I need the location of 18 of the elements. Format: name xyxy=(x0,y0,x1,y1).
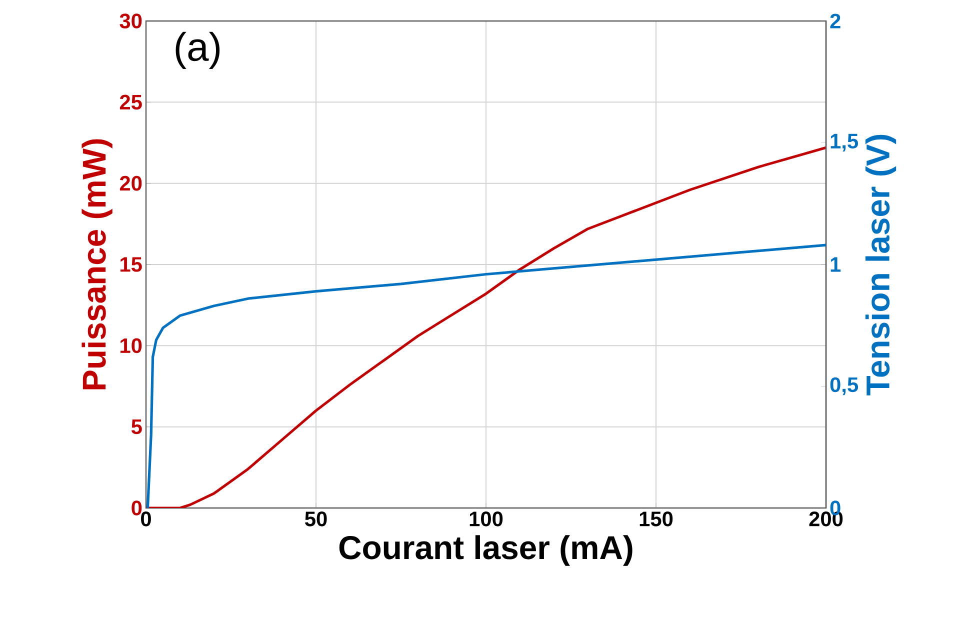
y2-axis-title: Tension laser (V) xyxy=(865,134,896,396)
y2-tick-label: 2 xyxy=(830,14,840,28)
y-tick-label: 15 xyxy=(120,257,142,272)
annotation: (a) xyxy=(176,32,220,69)
y2-tick-label: 1,5 xyxy=(830,134,858,152)
x-tick-label: 50 xyxy=(305,512,327,526)
x-tick-label: 100 xyxy=(470,512,503,526)
y-tick-label: 5 xyxy=(131,420,142,434)
y-tick-label: 20 xyxy=(120,176,142,191)
y-tick-label: 30 xyxy=(120,14,142,28)
y-tick-label: 0 xyxy=(132,500,142,516)
x-axis-title: Courant laser (mA) xyxy=(339,535,632,566)
y2-tick-label: 1 xyxy=(830,257,841,272)
y-tick-label: 10 xyxy=(120,338,142,354)
y2-tick-label: 0,5 xyxy=(830,377,858,396)
x-tick-label: 150 xyxy=(640,512,673,526)
y-tick-label: 25 xyxy=(120,94,142,110)
y-axis-title: Puissance (mW) xyxy=(82,139,112,390)
